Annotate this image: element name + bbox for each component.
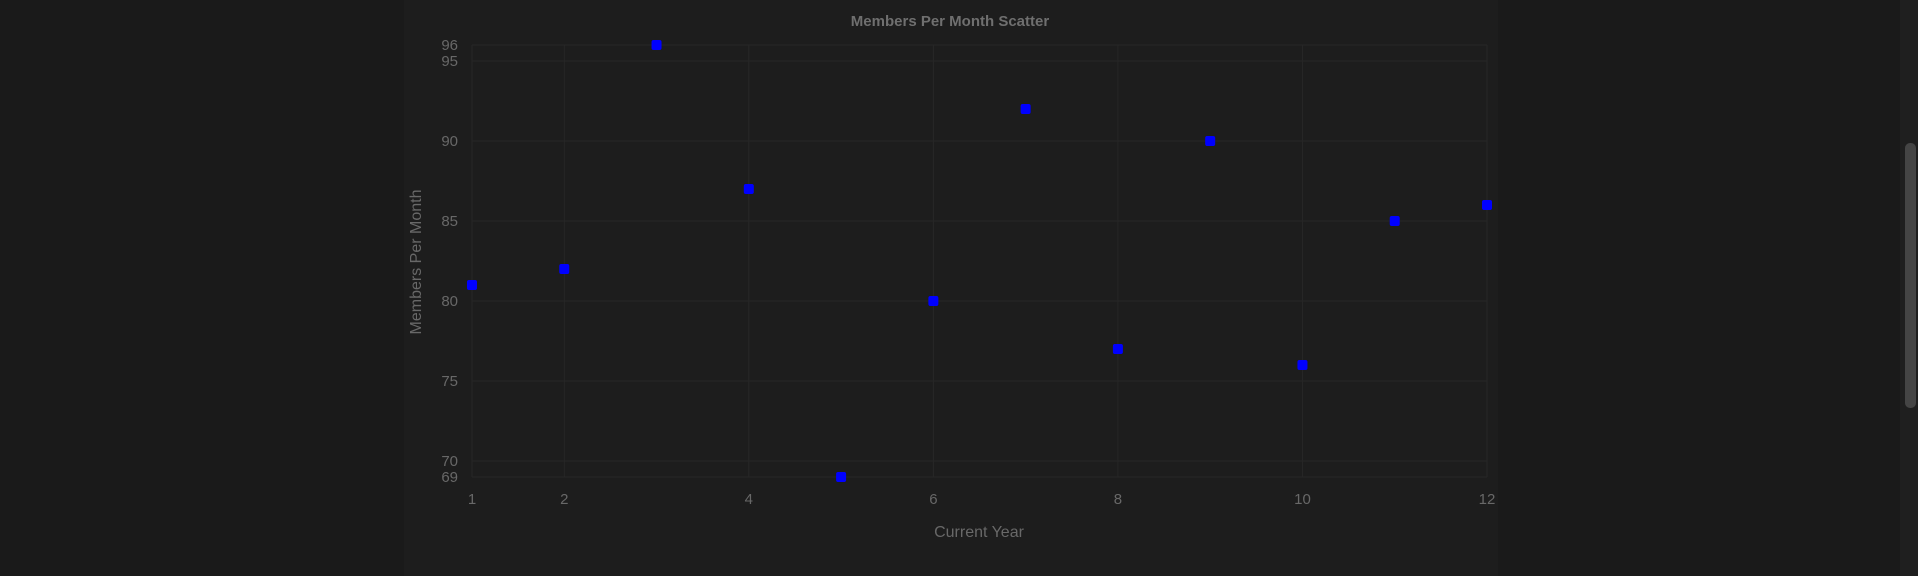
x-tick-label: 10 <box>1294 491 1311 508</box>
data-point <box>928 296 939 306</box>
data-point <box>836 472 847 482</box>
y-tick-label: 80 <box>441 293 458 310</box>
data-points <box>467 40 1492 482</box>
x-tick-label: 8 <box>1114 491 1122 508</box>
x-axis-ticks: 1 2 4 6 8 10 12 <box>468 491 1496 508</box>
x-tick-label: 6 <box>929 491 937 508</box>
y-tick-label: 96 <box>441 37 458 54</box>
y-tick-label: 69 <box>441 469 458 486</box>
data-point <box>1389 216 1400 226</box>
data-point <box>559 264 570 274</box>
x-tick-label: 12 <box>1479 491 1496 508</box>
data-point <box>467 280 477 290</box>
vertical-scrollbar[interactable] <box>1900 0 1918 576</box>
data-point <box>1297 360 1308 370</box>
data-point <box>1482 200 1492 210</box>
x-tick-label: 4 <box>745 491 753 508</box>
y-axis-label: Members Per Month <box>408 190 425 335</box>
y-tick-label: 85 <box>441 213 458 230</box>
data-point <box>1020 104 1031 114</box>
chart-panel <box>404 0 1498 576</box>
y-tick-label: 95 <box>441 53 458 70</box>
y-tick-label: 75 <box>441 373 458 390</box>
scrollbar-thumb[interactable] <box>1905 143 1916 408</box>
x-axis-label: Current Year <box>934 524 1025 541</box>
data-point <box>651 40 662 50</box>
x-tick-label: 1 <box>468 491 476 508</box>
grid <box>471 44 1488 478</box>
y-tick-label: 70 <box>441 453 458 470</box>
data-point <box>743 184 754 194</box>
y-tick-label: 90 <box>441 133 458 150</box>
x-tick-label: 2 <box>560 491 568 508</box>
data-point <box>1205 136 1216 146</box>
chart-title: Members Per Month Scatter <box>851 13 1050 30</box>
data-point <box>1112 344 1123 354</box>
